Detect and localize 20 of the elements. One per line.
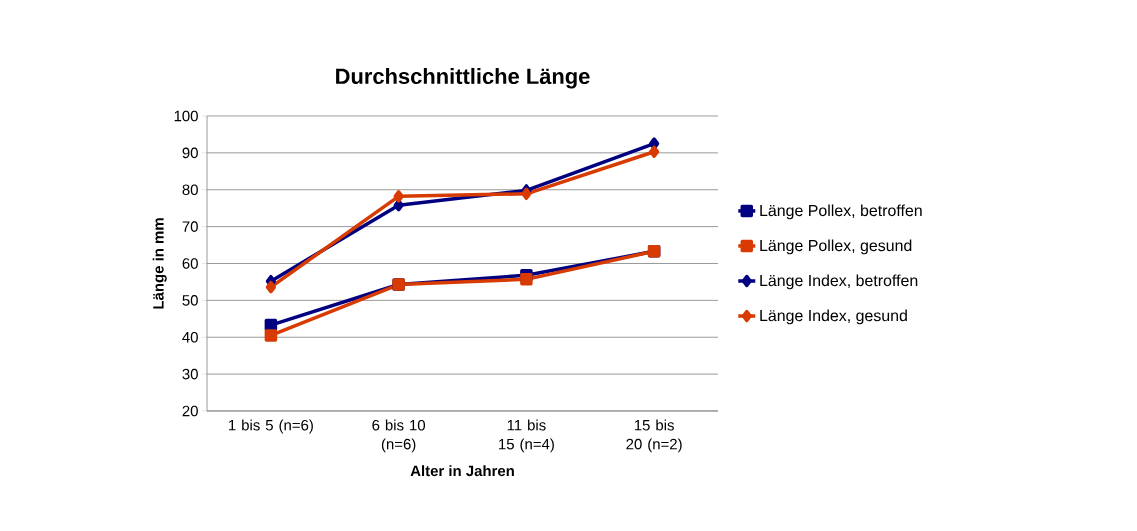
y-tick-label: 40 bbox=[182, 331, 198, 343]
legend-label: Länge Index, betroffen bbox=[760, 274, 918, 290]
y-tick-label: 60 bbox=[182, 258, 198, 269]
y-tick-label: 80 bbox=[182, 184, 198, 196]
x-tick-label: 11 bis 15 (n=4) bbox=[499, 419, 554, 453]
x-tick-label: 15 bis 20 (n=2) bbox=[626, 419, 682, 453]
y-tick-label: 70 bbox=[182, 221, 198, 232]
chart-title: Durchschnittliche Länge bbox=[336, 67, 590, 89]
y-tick-label: 20 bbox=[182, 405, 198, 417]
legend-label: Länge Pollex, betroffen bbox=[760, 204, 922, 220]
x-tick-label: 6 bis 10 (n=6) bbox=[372, 419, 426, 453]
legend-label: Länge Index, gesund bbox=[760, 309, 907, 325]
y-tick-label: 50 bbox=[182, 295, 198, 306]
legend-label: Länge Pollex, gesund bbox=[760, 239, 912, 255]
x-tick-label: 1 bis 5 (n=6) bbox=[229, 419, 313, 434]
y-tick-label: 90 bbox=[182, 147, 198, 159]
y-axis-title: Länge in mm bbox=[152, 218, 167, 309]
y-tick-label: 100 bbox=[174, 110, 198, 122]
y-tick-label: 30 bbox=[182, 368, 198, 380]
x-axis-title: Alter in Jahren bbox=[410, 465, 514, 477]
